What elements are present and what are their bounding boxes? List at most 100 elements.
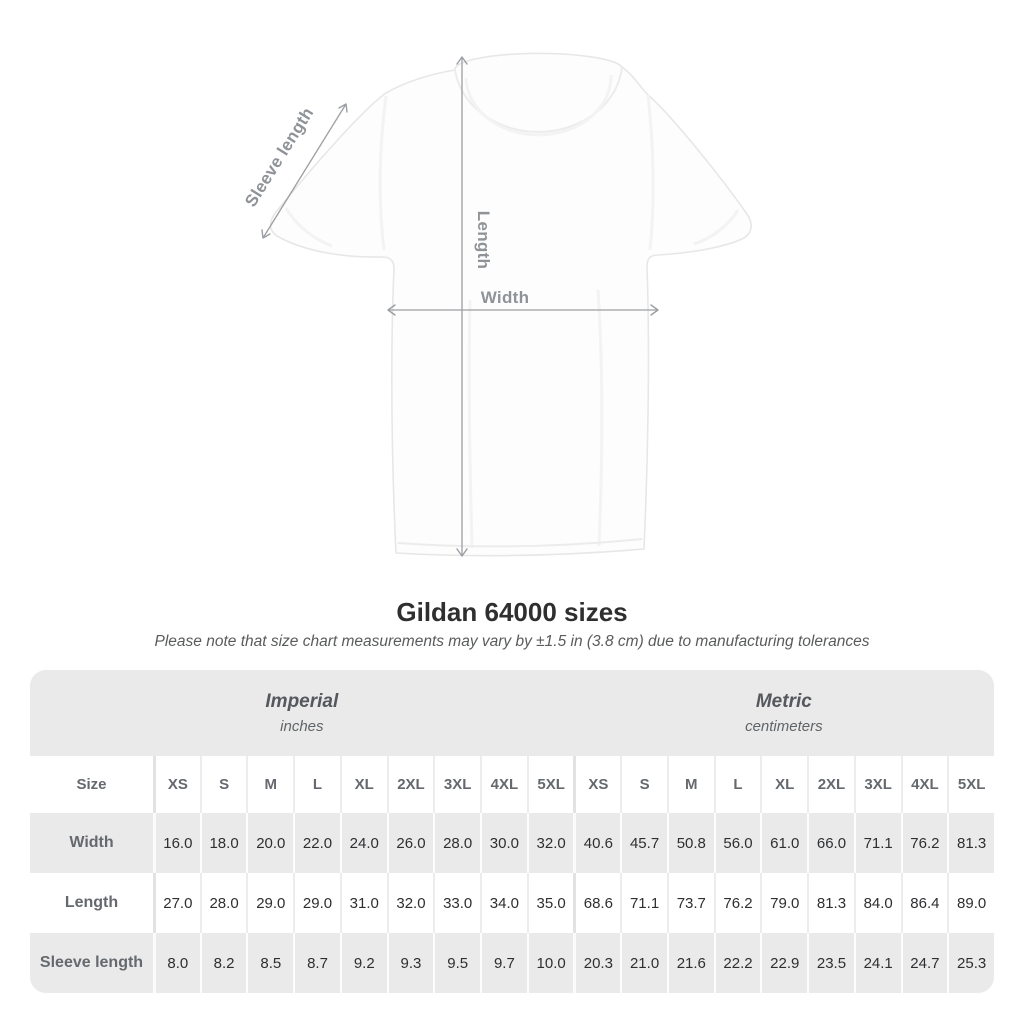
value-cell: 24.1 xyxy=(853,933,901,993)
value-cell: 16.0 xyxy=(153,813,200,873)
value-cell: 33.0 xyxy=(433,873,480,933)
size-table: Imperial inches Metric centimeters Size … xyxy=(30,670,994,993)
value-cell: 24.7 xyxy=(900,933,948,993)
col-header-4xl: 4XL xyxy=(480,756,527,813)
tolerance-note: Please note that size chart measurements… xyxy=(154,633,870,650)
col-header-xl: XL xyxy=(760,756,807,813)
length-label: Length xyxy=(474,211,493,269)
value-cell: 40.6 xyxy=(573,813,620,873)
table-row: Sleeve length 8.0 8.2 8.5 8.7 9.2 9.3 9.5 9.7 10.… xyxy=(30,933,994,993)
col-header-5xl: 5XL xyxy=(526,756,574,813)
value-cell: 68.6 xyxy=(573,873,620,933)
value-cell: 89.0 xyxy=(947,873,994,933)
value-cell: 71.1 xyxy=(853,813,901,873)
value-cell: 9.7 xyxy=(480,933,527,993)
col-header-3xl: 3XL xyxy=(853,756,901,813)
value-cell: 32.0 xyxy=(386,873,434,933)
value-cell: 35.0 xyxy=(526,873,574,933)
col-header-4xl: 4XL xyxy=(900,756,948,813)
col-header-m: M xyxy=(666,756,714,813)
imperial-unit: inches xyxy=(280,718,324,735)
sleeve-length-arrow xyxy=(261,103,348,239)
col-header-s: S xyxy=(620,756,667,813)
value-cell: 76.2 xyxy=(900,813,948,873)
col-header-xs: XS xyxy=(573,756,620,813)
value-cell: 9.5 xyxy=(433,933,480,993)
col-header-xs: XS xyxy=(153,756,200,813)
col-header-l: L xyxy=(713,756,761,813)
value-cell: 23.5 xyxy=(807,933,854,993)
value-cell: 86.4 xyxy=(900,873,948,933)
value-cell: 76.2 xyxy=(713,873,761,933)
imperial-title: Imperial xyxy=(265,691,339,712)
tshirt-image xyxy=(269,52,752,557)
value-cell: 50.8 xyxy=(666,813,714,873)
table-body: Width 16.0 18.0 20.0 22.0 24.0 26.0 28.0 30.0 32.… xyxy=(30,813,994,993)
table-row: Width 16.0 18.0 20.0 22.0 24.0 26.0 28.0 30.0 32.… xyxy=(30,813,994,873)
tshirt-diagram: Length Width Sleeve length xyxy=(241,52,752,557)
row-label: Length xyxy=(64,894,119,911)
value-cell: 66.0 xyxy=(807,813,854,873)
unit-band: Imperial inches Metric centimeters xyxy=(30,670,994,756)
value-cell: 21.6 xyxy=(666,933,714,993)
value-cell: 34.0 xyxy=(480,873,527,933)
table-row: Length 27.0 28.0 29.0 29.0 31.0 32.0 33.0 34.0 35… xyxy=(30,873,994,933)
value-cell: 10.0 xyxy=(526,933,574,993)
col-header-s: S xyxy=(199,756,247,813)
value-cell: 71.1 xyxy=(620,873,667,933)
col-header-l: L xyxy=(293,756,340,813)
value-cell: 30.0 xyxy=(480,813,527,873)
collar-inner-seam xyxy=(464,74,613,137)
value-cell: 8.5 xyxy=(246,933,293,993)
col-header-5xl: 5XL xyxy=(947,756,994,813)
value-cell: 81.3 xyxy=(807,873,854,933)
value-cell: 20.3 xyxy=(573,933,620,993)
value-cell: 79.0 xyxy=(760,873,807,933)
size-header-row: Size XS S M L XL 2XL 3XL 4XL 5XL XS S M L XL 2XL 3XL 4XL… xyxy=(30,756,994,813)
length-arrow xyxy=(456,56,468,557)
value-cell: 31.0 xyxy=(339,873,387,933)
value-cell: 20.0 xyxy=(246,813,293,873)
col-header-3xl: 3XL xyxy=(433,756,480,813)
corner-header: Size xyxy=(76,776,107,793)
value-cell: 61.0 xyxy=(760,813,807,873)
value-cell: 25.3 xyxy=(947,933,994,993)
col-header-m: M xyxy=(246,756,293,813)
value-cell: 18.0 xyxy=(199,813,247,873)
value-cell: 8.0 xyxy=(153,933,200,993)
col-header-2xl: 2XL xyxy=(807,756,854,813)
value-cell: 29.0 xyxy=(293,873,340,933)
value-cell: 32.0 xyxy=(526,813,574,873)
value-cell: 81.3 xyxy=(947,813,994,873)
row-label: Sleeve length xyxy=(39,954,144,971)
value-cell: 56.0 xyxy=(713,813,761,873)
value-cell: 21.0 xyxy=(620,933,667,993)
value-cell: 22.2 xyxy=(713,933,761,993)
value-cell: 27.0 xyxy=(153,873,200,933)
value-cell: 73.7 xyxy=(666,873,714,933)
value-cell: 9.3 xyxy=(386,933,434,993)
value-cell: 8.2 xyxy=(199,933,247,993)
value-cell: 29.0 xyxy=(246,873,293,933)
value-cell: 26.0 xyxy=(386,813,434,873)
value-cell: 84.0 xyxy=(853,873,901,933)
page-title: Gildan 64000 sizes xyxy=(396,597,628,627)
value-cell: 9.2 xyxy=(339,933,387,993)
width-arrow xyxy=(387,304,659,316)
value-cell: 22.9 xyxy=(760,933,807,993)
value-cell: 8.7 xyxy=(293,933,340,993)
metric-section-header: Metric centimeters xyxy=(574,670,994,756)
value-cell: 22.0 xyxy=(293,813,340,873)
metric-unit: centimeters xyxy=(745,718,823,735)
value-cell: 28.0 xyxy=(433,813,480,873)
col-header-xl: XL xyxy=(339,756,387,813)
value-cell: 45.7 xyxy=(620,813,667,873)
row-label: Width xyxy=(69,834,114,851)
metric-title: Metric xyxy=(755,691,812,712)
value-cell: 24.0 xyxy=(339,813,387,873)
width-label: Width xyxy=(481,288,530,307)
col-header-2xl: 2XL xyxy=(386,756,434,813)
imperial-section-header: Imperial inches xyxy=(30,670,574,756)
collar-outer-seam xyxy=(454,66,623,133)
